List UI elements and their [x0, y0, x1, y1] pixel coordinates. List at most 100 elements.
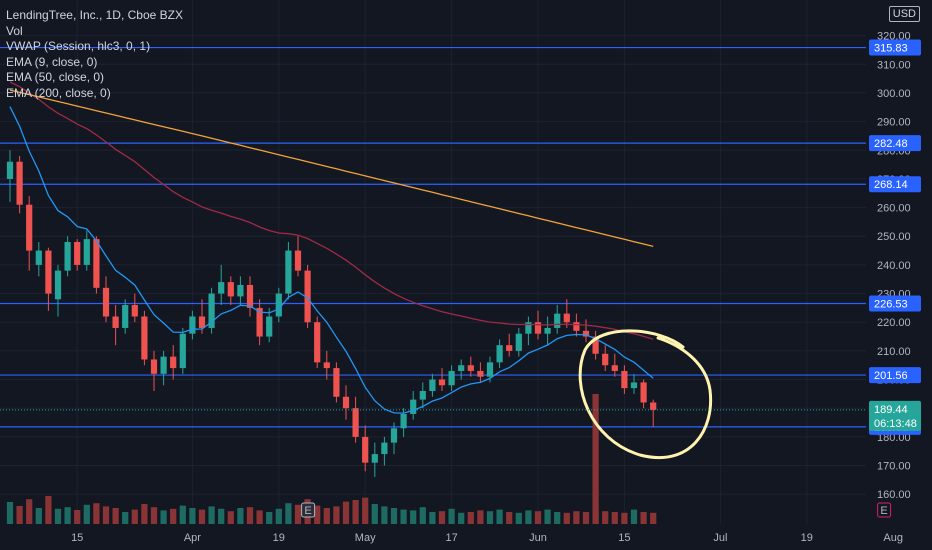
- legend-title[interactable]: LendingTree, Inc., 1D, Cboe BZX: [6, 8, 183, 22]
- candle-body: [400, 413, 407, 429]
- candle-body: [275, 293, 282, 317]
- price-tick-label: 180.00: [877, 432, 911, 444]
- candle-body: [640, 382, 647, 403]
- volume-bar: [448, 508, 455, 524]
- candle-body: [122, 305, 129, 328]
- candle-body: [554, 313, 561, 328]
- candle-body: [390, 428, 398, 443]
- volume-bar: [198, 509, 206, 524]
- volume-bar: [16, 506, 23, 524]
- volume-bar: [390, 508, 398, 524]
- currency-badge[interactable]: USD: [888, 6, 920, 22]
- candle-body: [54, 270, 62, 300]
- legend-vwap[interactable]: VWAP (Session, hlc3, 0, 1): [6, 39, 151, 53]
- candle-body: [189, 316, 196, 334]
- level-label-bg: [869, 135, 921, 152]
- candle-body: [314, 322, 321, 363]
- last-price-label-bg: [869, 400, 921, 431]
- volume-bar: [256, 510, 263, 524]
- volume-bar: [477, 510, 484, 524]
- candle-body: [438, 379, 446, 386]
- volume-bar: [179, 505, 186, 524]
- time-tick-label: Apr: [184, 532, 201, 544]
- time-axis[interactable]: 15Apr19May17Jun15Jul19Aug16: [0, 524, 932, 550]
- volume-bar: [141, 504, 148, 524]
- candle-body: [381, 442, 388, 455]
- volume-bar: [189, 508, 196, 524]
- volume-bar: [544, 509, 551, 524]
- volume-bar: [534, 511, 542, 524]
- volume-bar: [515, 512, 522, 524]
- candle-body: [102, 287, 110, 317]
- price-tick-label: 310.00: [877, 59, 911, 71]
- volume-bar: [602, 511, 609, 524]
- legend-ema200[interactable]: EMA (200, close, 0): [6, 85, 111, 100]
- candle-body: [602, 353, 609, 366]
- volume-bar: [160, 510, 167, 524]
- volume-bar: [371, 504, 378, 524]
- candle-body: [160, 356, 167, 374]
- candle-body: [333, 368, 340, 397]
- candle-body: [582, 330, 590, 337]
- legend-ema9[interactable]: EMA (9, close, 0): [6, 54, 98, 69]
- candle-body: [35, 250, 42, 265]
- volume-bar: [122, 512, 129, 524]
- candle-body: [525, 322, 532, 334]
- volume-bar: [400, 509, 407, 524]
- level-label: 282.48: [874, 138, 908, 150]
- candle-body: [131, 305, 138, 317]
- horizontal-levels: [0, 46, 866, 428]
- candle-body: [342, 396, 350, 409]
- legend-vol[interactable]: Vol: [6, 23, 23, 38]
- volume-bar: [352, 500, 359, 524]
- price-tick-label: 250.00: [877, 231, 911, 243]
- ema50-line: [9, 81, 654, 340]
- legend: LendingTree, Inc., 1D, Cboe BZX Vol VWAP…: [6, 8, 183, 101]
- candle-body: [458, 365, 465, 371]
- last-price-label: 189.44: [874, 404, 908, 416]
- candle-body: [419, 391, 426, 400]
- earnings-marker-label: E: [880, 505, 887, 517]
- candle-body: [26, 204, 33, 251]
- volume-bar: [285, 503, 292, 524]
- volume-bar: [102, 506, 110, 524]
- candle-body: [93, 239, 100, 288]
- volume-bar: [640, 512, 647, 524]
- time-tick-label: Aug: [883, 532, 903, 544]
- legend-ema50[interactable]: EMA (50, close, 0): [6, 70, 105, 84]
- candle-body: [112, 316, 119, 328]
- earnings-marker: E: [877, 502, 892, 518]
- volume-bar: [294, 504, 302, 524]
- volume-bar: [429, 512, 436, 524]
- candle-body: [256, 307, 263, 337]
- candle-body: [506, 345, 513, 351]
- ema9-line: [9, 106, 654, 414]
- volume-bar: [582, 512, 590, 524]
- candle-body: [448, 370, 455, 386]
- candle-body: [467, 365, 474, 371]
- volume-bar: [131, 509, 138, 524]
- price-tick-label: 290.00: [877, 117, 911, 129]
- volume-bar: [621, 512, 628, 524]
- volume-bar: [170, 508, 177, 524]
- candle-body: [285, 250, 292, 294]
- level-label-bg: [869, 295, 921, 312]
- volume-bar: [218, 508, 225, 524]
- price-tick-label: 240.00: [877, 260, 911, 272]
- time-tick-label: 17: [445, 532, 457, 544]
- volume-bar: [323, 508, 330, 524]
- annotation-circle: [578, 329, 713, 459]
- candle-body: [486, 362, 494, 377]
- candle-body: [323, 362, 330, 369]
- volume-bar: [74, 510, 81, 524]
- volume-bar: [438, 511, 446, 524]
- candle-body: [150, 359, 158, 374]
- volume-bar: [506, 512, 513, 524]
- level-label: 268.14: [874, 179, 908, 191]
- volume-bar: [45, 496, 52, 524]
- volume-bar: [381, 506, 388, 524]
